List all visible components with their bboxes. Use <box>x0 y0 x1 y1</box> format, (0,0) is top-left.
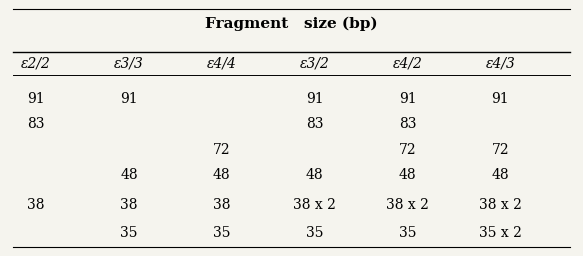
Text: 72: 72 <box>491 143 509 156</box>
Text: 38 x 2: 38 x 2 <box>386 198 429 212</box>
Text: 38: 38 <box>120 198 138 212</box>
Text: 83: 83 <box>27 117 45 131</box>
Text: ε2/2: ε2/2 <box>21 56 51 70</box>
Text: 91: 91 <box>120 92 138 106</box>
Text: Fragment   size (bp): Fragment size (bp) <box>205 17 378 31</box>
Text: 35 x 2: 35 x 2 <box>479 226 522 240</box>
Text: 35: 35 <box>213 226 231 240</box>
Text: 83: 83 <box>399 117 416 131</box>
Text: 48: 48 <box>491 168 509 182</box>
Text: ε3/3: ε3/3 <box>114 56 144 70</box>
Text: 35: 35 <box>306 226 324 240</box>
Text: 91: 91 <box>399 92 416 106</box>
Text: 72: 72 <box>213 143 231 156</box>
Text: 48: 48 <box>399 168 416 182</box>
Text: 38 x 2: 38 x 2 <box>293 198 336 212</box>
Text: 38 x 2: 38 x 2 <box>479 198 522 212</box>
Text: 38: 38 <box>27 198 45 212</box>
Text: ε3/2: ε3/2 <box>300 56 329 70</box>
Text: 91: 91 <box>306 92 324 106</box>
Text: 91: 91 <box>27 92 45 106</box>
Text: 48: 48 <box>120 168 138 182</box>
Text: 48: 48 <box>306 168 324 182</box>
Text: 83: 83 <box>306 117 324 131</box>
Text: ε4/2: ε4/2 <box>392 56 423 70</box>
Text: 35: 35 <box>120 226 138 240</box>
Text: ε4/3: ε4/3 <box>486 56 515 70</box>
Text: 72: 72 <box>399 143 416 156</box>
Text: 48: 48 <box>213 168 231 182</box>
Text: ε4/4: ε4/4 <box>207 56 237 70</box>
Text: 91: 91 <box>491 92 509 106</box>
Text: 35: 35 <box>399 226 416 240</box>
Text: 38: 38 <box>213 198 231 212</box>
